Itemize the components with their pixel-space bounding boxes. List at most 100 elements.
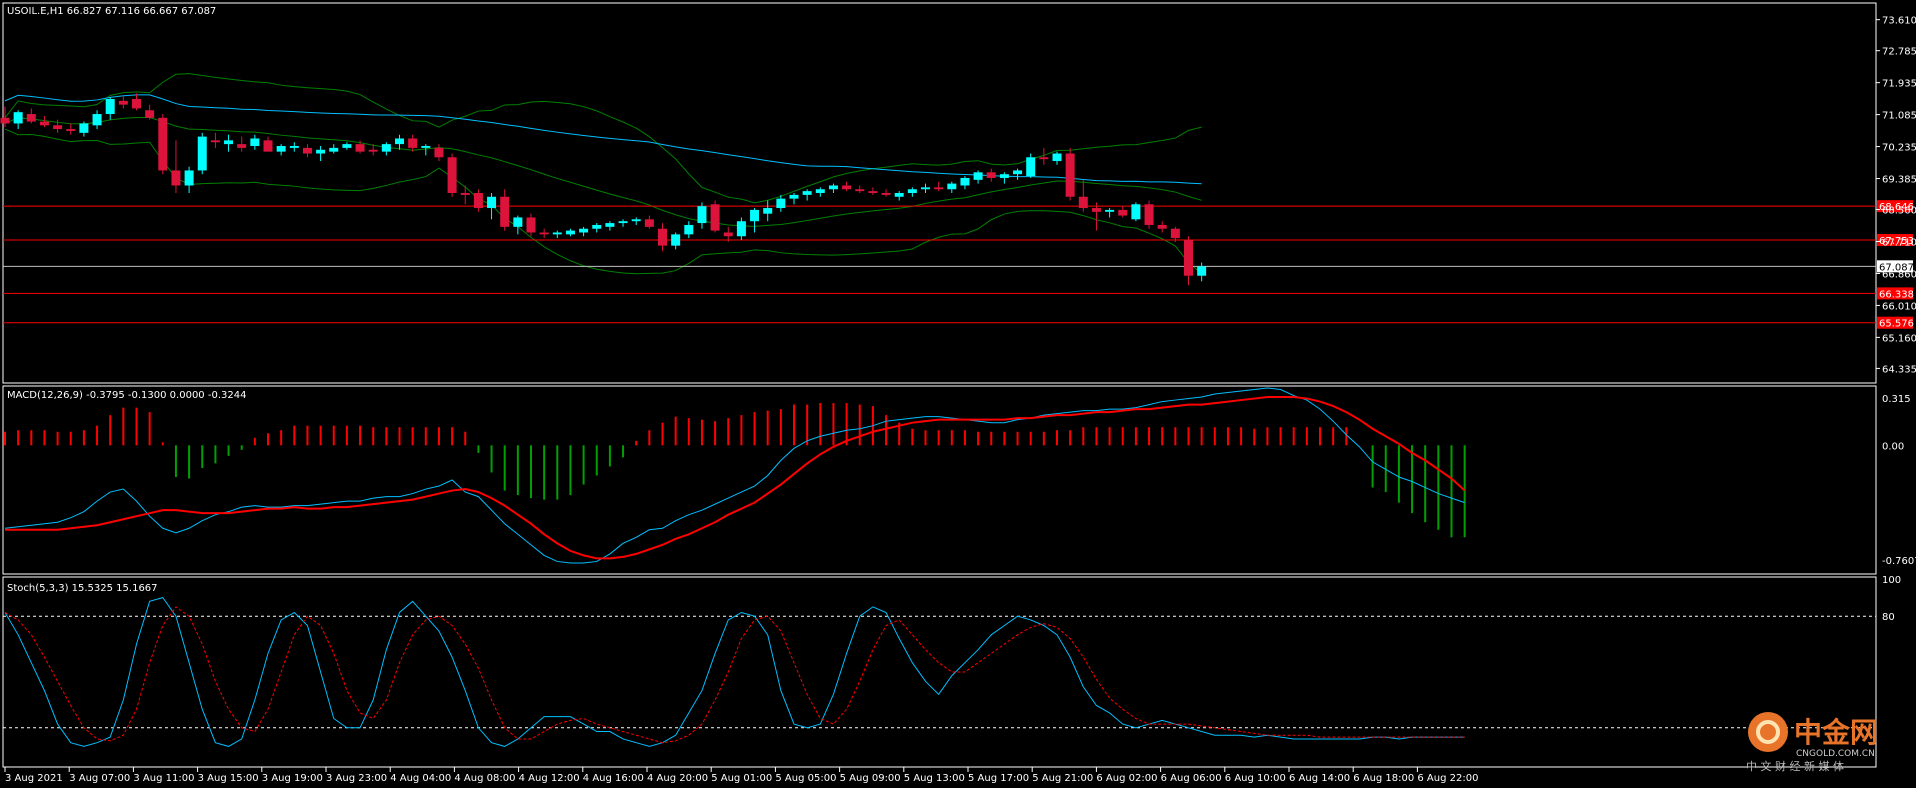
macd-signal-line <box>5 396 1466 560</box>
candle-body <box>736 221 746 237</box>
candle-body <box>355 144 365 152</box>
candle-body <box>342 144 352 148</box>
candle-body <box>302 147 312 154</box>
candle-body <box>513 217 523 227</box>
candle-body <box>750 209 760 222</box>
price-axis-label: 66.860 <box>1882 269 1916 280</box>
candle-body <box>66 129 76 131</box>
candle-body <box>1026 157 1036 177</box>
candle-body <box>579 228 589 233</box>
candle-body <box>828 185 838 190</box>
time-axis-label: 3 Aug 15:00 <box>198 773 259 784</box>
price-level-tag <box>1877 287 1913 300</box>
price-header: USOIL.E,H1 66.827 67.116 66.667 67.087 <box>7 6 216 17</box>
candle-body <box>145 110 155 118</box>
macd-header: MACD(12,26,9) -0.3795 -0.1300 0.0000 -0.… <box>7 390 246 401</box>
candle-body <box>539 232 549 235</box>
candle-body <box>684 224 694 235</box>
price-axis-label: 66.010 <box>1882 301 1916 312</box>
current-price-label: 67.087 <box>1879 262 1914 273</box>
candle-body <box>1039 157 1049 160</box>
candle-body <box>26 114 36 122</box>
candle-body <box>763 208 773 214</box>
candle-body <box>960 177 970 186</box>
candle-body <box>1144 204 1154 225</box>
candle-body <box>158 117 168 171</box>
candle-body <box>79 123 89 133</box>
candle-body <box>276 146 286 152</box>
candle-body <box>197 136 207 171</box>
candle-body <box>184 170 194 186</box>
candle-body <box>789 194 799 199</box>
candle-body <box>697 206 707 224</box>
candle-body <box>1078 196 1088 209</box>
candle-body <box>802 191 812 195</box>
candle-body <box>881 193 891 195</box>
candle-body <box>316 149 326 154</box>
macd-line <box>4 387 1465 564</box>
price-layer: 68.646 67.753 66.338 65.576 67.087 <box>0 73 1914 330</box>
time-axis-label: 6 Aug 14:00 <box>1289 773 1350 784</box>
time-axis-label: 5 Aug 17:00 <box>968 773 1029 784</box>
current-price-tag <box>1877 260 1913 273</box>
candle-body <box>921 187 930 190</box>
stoch-panel[interactable] <box>2 576 1877 768</box>
candle-body <box>263 140 273 152</box>
time-axis-label: 3 Aug 19:00 <box>262 773 323 784</box>
bollinger-upper-line <box>4 73 1202 204</box>
candle-body <box>460 193 470 195</box>
price-level-tag <box>1877 234 1913 246</box>
candle-body <box>1118 209 1128 216</box>
candle-body <box>500 196 510 227</box>
cngold-logo-icon <box>1748 712 1788 752</box>
candle-body <box>855 189 865 192</box>
watermark-site: CNGOLD.COM.CN <box>1796 749 1875 759</box>
time-axis-label: 5 Aug 01:00 <box>711 773 772 784</box>
candle-body <box>92 114 102 126</box>
time-axis-label: 3 Aug 07:00 <box>69 773 130 784</box>
candle-body <box>1157 224 1167 229</box>
candle-body <box>999 174 1009 178</box>
candle-body <box>395 138 404 145</box>
time-axis-label: 5 Aug 09:00 <box>840 773 901 784</box>
time-axis-label: 5 Aug 13:00 <box>904 773 965 784</box>
bollinger-middle-line <box>4 116 1202 227</box>
price-axis-label: 72.785 <box>1882 47 1916 58</box>
price-level-label: 65.576 <box>1879 319 1914 330</box>
candle-body <box>250 138 260 146</box>
candle-body <box>237 144 247 148</box>
candle-body <box>329 147 339 152</box>
price-axis-label: 70.235 <box>1882 143 1916 154</box>
time-axis-label: 6 Aug 10:00 <box>1225 773 1286 784</box>
candle-body <box>986 172 996 178</box>
price-level-label: 67.753 <box>1879 236 1914 247</box>
price-panel[interactable] <box>2 2 1877 384</box>
candle-body <box>907 189 917 193</box>
stoch-d-line <box>4 606 1465 744</box>
time-axis-label: 4 Aug 04:00 <box>390 773 451 784</box>
candle-body <box>381 144 391 152</box>
price-axis-label: 71.085 <box>1882 111 1916 122</box>
candle-body <box>447 157 457 193</box>
time-axis-label: 5 Aug 05:00 <box>775 773 836 784</box>
candle-body <box>565 230 575 235</box>
candle-body <box>434 147 444 158</box>
stoch-k-line <box>4 597 1465 747</box>
macd-panel[interactable] <box>2 385 1877 575</box>
time-axis-label: 5 Aug 21:00 <box>1032 773 1093 784</box>
candle-body <box>776 198 786 209</box>
price-axis-label: 69.385 <box>1882 175 1916 186</box>
candle-body <box>868 191 878 193</box>
price-axis-label: 65.160 <box>1882 333 1916 344</box>
candle-body <box>473 193 483 209</box>
price-axis-label: 68.560 <box>1882 206 1916 217</box>
price-level-label: 68.646 <box>1879 202 1914 213</box>
price-axis-label: 71.935 <box>1882 79 1916 90</box>
candle-body <box>1013 170 1023 175</box>
macd-layer <box>4 387 1466 564</box>
candle-body <box>1091 208 1101 212</box>
stoch-axis-label: 100 <box>1882 575 1901 586</box>
candle-body <box>605 223 615 227</box>
candle-body <box>815 189 825 193</box>
